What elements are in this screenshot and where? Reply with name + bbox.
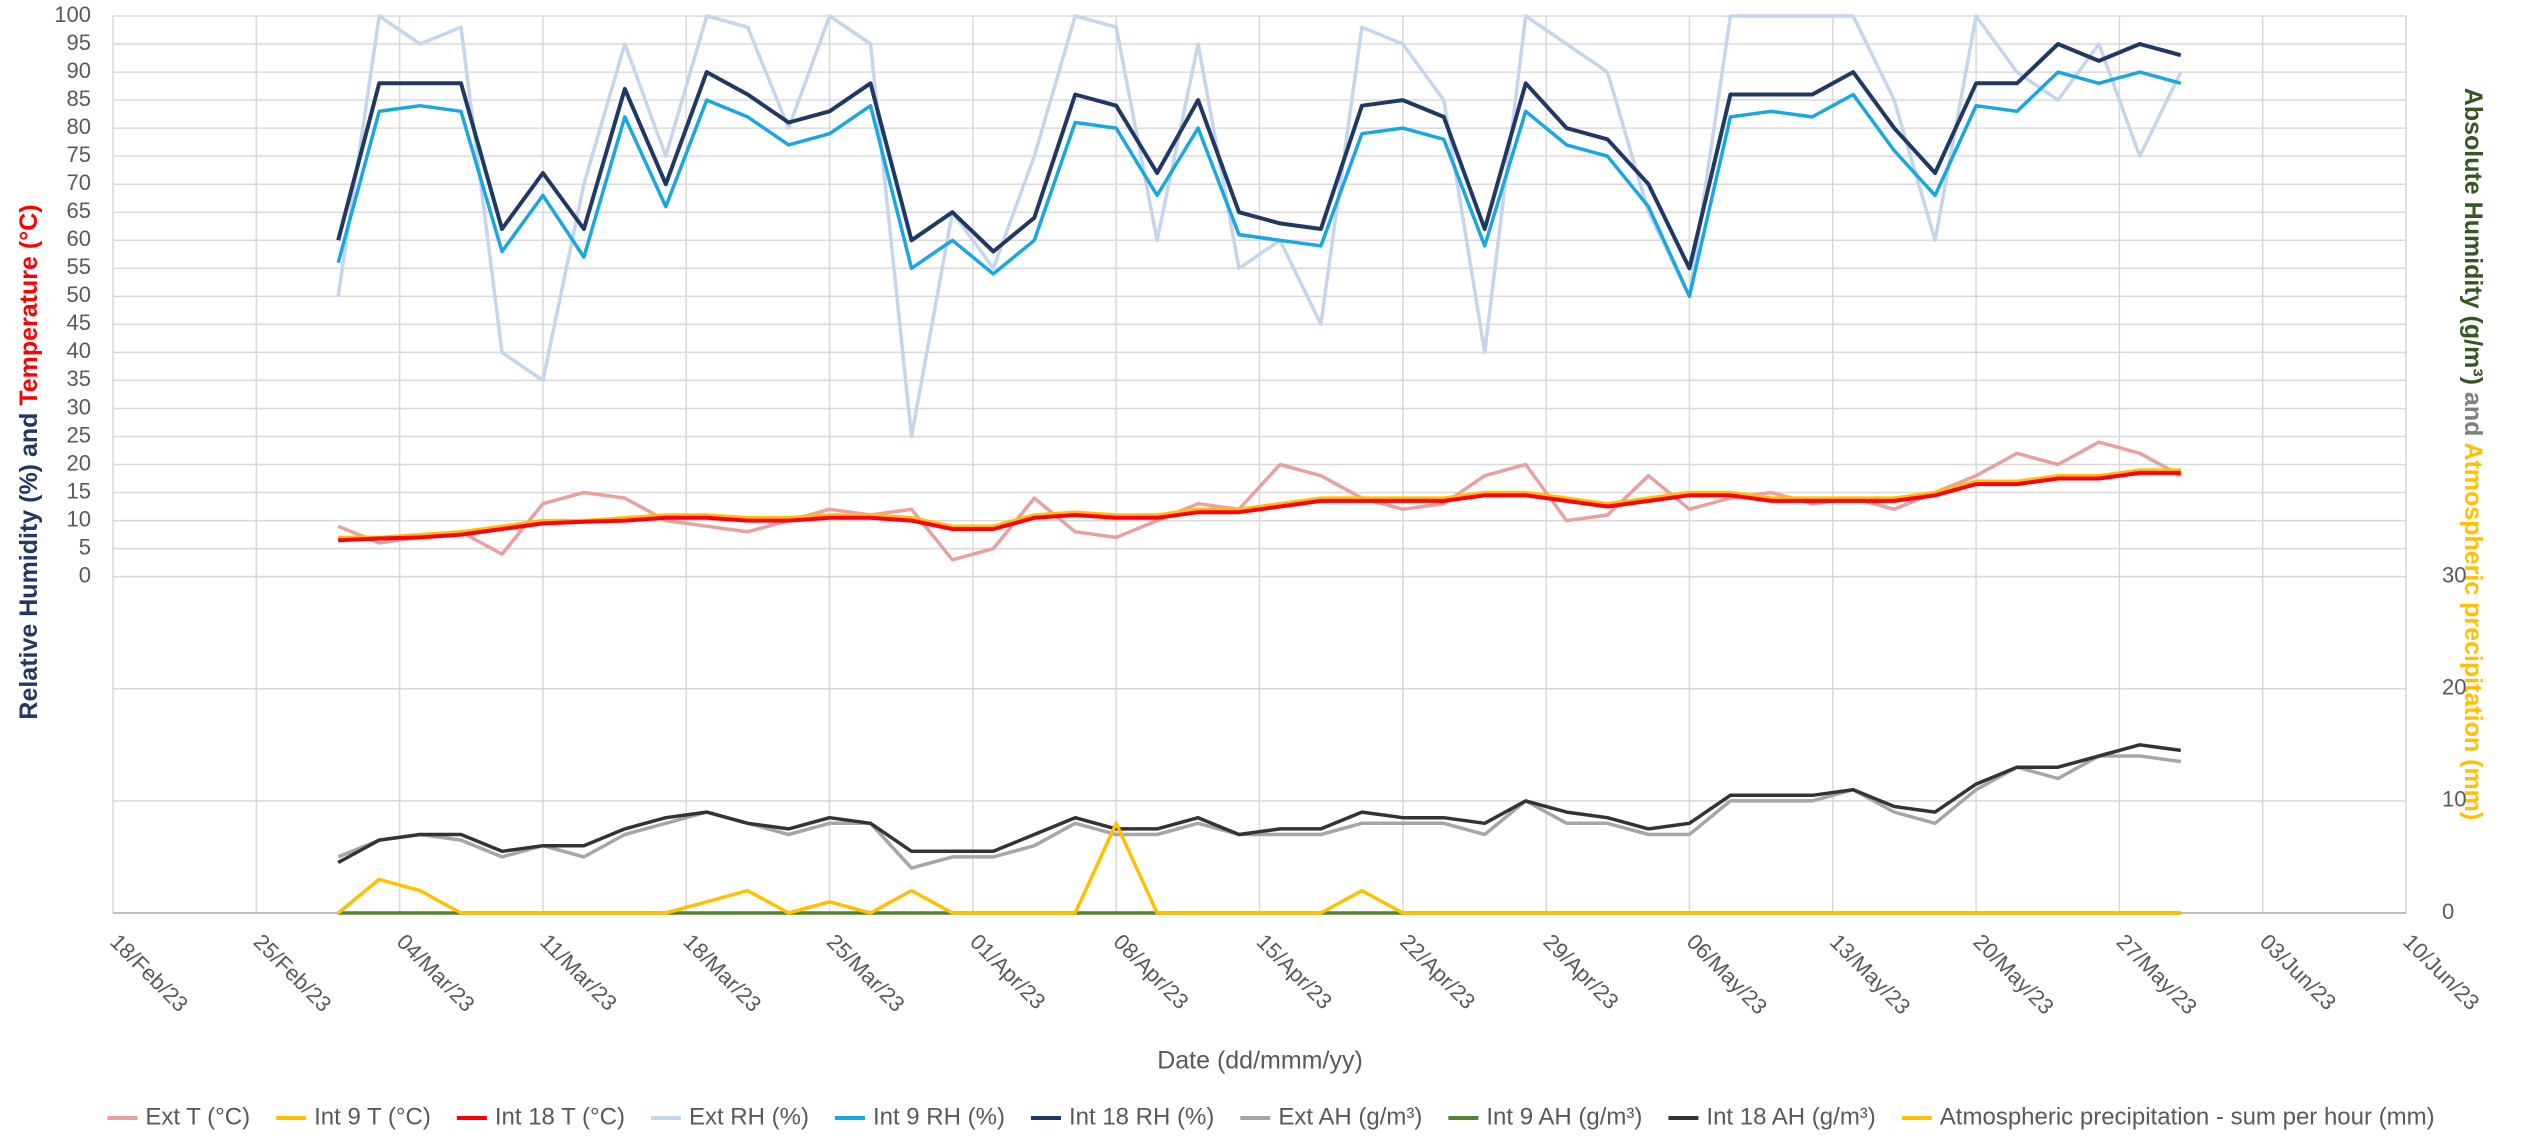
y-tick-label: 70 (67, 170, 91, 195)
x-tick-label: 29/Apr/23 (1538, 929, 1623, 1014)
y-tick-label: 20 (67, 450, 91, 475)
legend-item: Int 18 RH (%) (1030, 1103, 1214, 1130)
x-tick-label: 13/May/23 (1825, 929, 1915, 1019)
x-tick-label: 18/Feb/23 (105, 929, 193, 1017)
y2-tick-label: 10 (2442, 787, 2466, 812)
legend-item: Int 18 AH (g/m³) (1668, 1103, 1876, 1130)
y-tick-label: 55 (67, 254, 91, 279)
y-title-part: Relative Humidity (%) and (15, 406, 43, 720)
x-tick-label: 25/Feb/23 (249, 929, 337, 1017)
x-tick-label: 20/May/23 (1968, 929, 2058, 1019)
y2-axis-title: Absolute Humidity (g/m³) and Atmospheric… (2459, 88, 2487, 820)
y-tick-label: 75 (67, 142, 91, 167)
x-tick-label: 25/Mar/23 (822, 929, 910, 1017)
legend-label: Int 9 T (°C) (314, 1103, 431, 1130)
y-tick-label: 65 (67, 198, 91, 223)
y-tick-label: 85 (67, 86, 91, 111)
y-tick-label: 5 (79, 534, 91, 559)
y-tick-label: 40 (67, 338, 91, 363)
legend-label: Ext AH (g/m³) (1278, 1103, 1422, 1130)
series-line (338, 468, 2181, 540)
y-tick-label: 15 (67, 478, 91, 503)
legend-label: Int 18 AH (g/m³) (1706, 1103, 1875, 1130)
y2-tick-label: 30 (2442, 562, 2466, 587)
y-tick-label: 45 (67, 310, 91, 335)
y-tick-label: 60 (67, 226, 91, 251)
x-axis-title: Date (dd/mmm/yy) (1157, 1047, 1363, 1075)
y-tick-label: 100 (54, 2, 91, 27)
y-tick-label: 25 (67, 422, 91, 447)
series-line (337, 440, 2182, 562)
y-tick-label: 50 (67, 282, 91, 307)
series-line (336, 70, 2182, 299)
x-tick-label: 27/May/23 (2112, 929, 2202, 1019)
x-tick-label: 08/Apr/23 (1109, 929, 1194, 1014)
legend-item: Int 9 AH (g/m³) (1448, 1103, 1642, 1130)
y-axis-title: Relative Humidity (%) and Temperature (°… (15, 204, 43, 719)
x-tick-label: 10/Jun/23 (2398, 929, 2484, 1015)
legend-item: Int 18 T (°C) (456, 1103, 625, 1130)
legend-item: Atmospheric precipitation - sum per hour… (1901, 1103, 2435, 1130)
x-tick-label: 18/Mar/23 (679, 929, 767, 1017)
x-tick-label: 11/Mar/23 (535, 929, 622, 1016)
y2-title-part: Absolute Humidity (g/m³) (2459, 88, 2487, 385)
y2-title-part: Atmospheric precipitation (mm) (2459, 442, 2487, 820)
y-tick-label: 10 (67, 506, 91, 531)
legend-item: Int 9 T (°C) (276, 1103, 431, 1130)
y2-tick-label: 0 (2442, 899, 2454, 924)
y-tick-label: 80 (67, 114, 91, 139)
legend-label: Ext RH (%) (689, 1103, 809, 1130)
legend-label: Ext T (°C) (145, 1103, 250, 1130)
y-tick-label: 30 (67, 394, 91, 419)
y2-tick-label: 20 (2442, 675, 2466, 700)
x-tick-label: 22/Apr/23 (1395, 929, 1480, 1014)
series-line (336, 42, 2182, 271)
legend-label: Int 18 RH (%) (1069, 1103, 1214, 1130)
y-tick-label: 0 (79, 562, 91, 587)
legend-label: Int 18 T (°C) (495, 1103, 625, 1130)
y2-title-part: and (2459, 385, 2487, 442)
x-tick-label: 03/Jun/23 (2255, 929, 2341, 1015)
x-tick-label: 06/May/23 (1682, 929, 1772, 1019)
y-tick-label: 35 (67, 366, 91, 391)
legend: Ext T (°C) Int 9 T (°C) Int 18 T (°C) Ext R… (107, 1103, 2435, 1130)
x-tick-label: 15/Apr/23 (1252, 929, 1337, 1014)
series-line (338, 470, 2181, 543)
grid (112, 15, 2407, 914)
x-tick-label: 01/Apr/23 (965, 929, 1050, 1014)
series-line (336, 14, 2183, 439)
x-tick-label: 04/Mar/23 (392, 929, 480, 1017)
series-line (337, 754, 2182, 870)
legend-item: Ext T (°C) (107, 1103, 250, 1130)
y-tick-label: 90 (67, 58, 91, 83)
y-title-part: Temperature (°C) (15, 204, 43, 405)
legend-label: Atmospheric precipitation - sum per hour… (1940, 1103, 2435, 1130)
legend-label: Int 9 AH (g/m³) (1486, 1103, 1642, 1130)
legend-item: Ext AH (g/m³) (1240, 1103, 1422, 1130)
legend-item: Ext RH (%) (650, 1103, 809, 1130)
legend-label: Int 9 RH (%) (873, 1103, 1005, 1130)
legend-item: Int 9 RH (%) (834, 1103, 1005, 1130)
series-line (337, 743, 2182, 865)
series-line (337, 821, 2181, 915)
y-tick-label: 95 (67, 30, 91, 55)
